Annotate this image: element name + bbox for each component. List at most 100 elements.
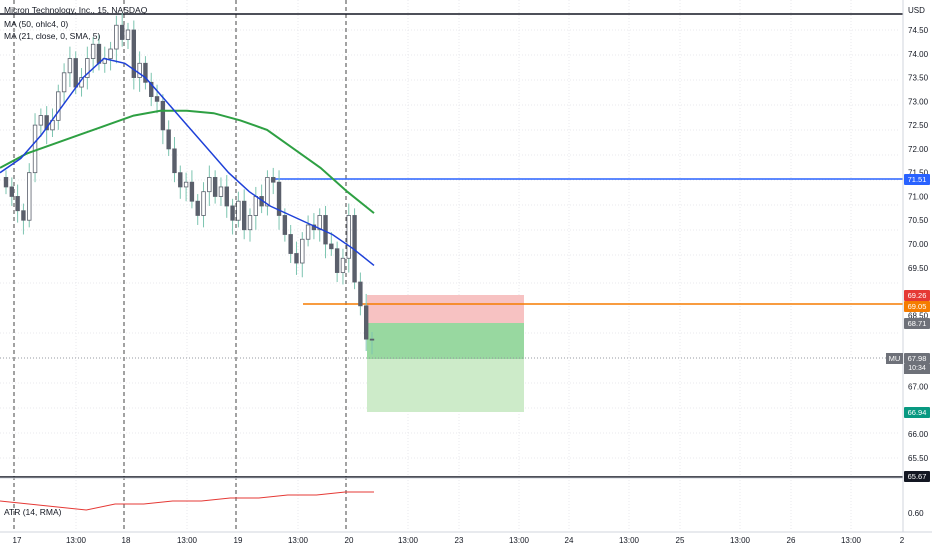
candle-body bbox=[32, 124, 38, 174]
price-tick-label: 73.50 bbox=[908, 74, 929, 83]
candle-body bbox=[44, 115, 49, 131]
countdown-tag: 10:34 bbox=[904, 364, 930, 374]
candle-body bbox=[334, 248, 340, 273]
price-tick-label: 74.00 bbox=[908, 50, 929, 59]
candle-body bbox=[73, 58, 78, 88]
candle-body bbox=[56, 91, 61, 121]
price-tick-label: 65.50 bbox=[908, 454, 929, 463]
time-tick-label: 23 bbox=[455, 536, 464, 545]
price-axis: 74.50 74.00 73.50 73.00 72.50 72.00 71.50 71.00… bbox=[908, 26, 929, 463]
symbol-tag: MU bbox=[886, 353, 903, 364]
time-tick-label: 13:00 bbox=[398, 536, 419, 545]
candle-body bbox=[189, 181, 195, 202]
candle-body bbox=[178, 172, 183, 188]
time-tick-label: 26 bbox=[787, 536, 796, 545]
atr-legend[interactable]: ATR (14, RMA) bbox=[4, 507, 62, 517]
price-tag-resistance: 71.51 bbox=[904, 174, 930, 185]
candle-body bbox=[358, 281, 363, 307]
price-tag-stop: 69.26 bbox=[904, 290, 930, 301]
session-separators bbox=[13, 0, 347, 530]
ma21-line bbox=[0, 57, 375, 266]
price-tick-label: 68.50 bbox=[908, 311, 929, 320]
candle-body bbox=[21, 210, 26, 221]
time-tick-label: 13:00 bbox=[841, 536, 862, 545]
candle-body bbox=[125, 29, 131, 40]
time-tick-label: 20 bbox=[345, 536, 354, 545]
time-tick-label: 17 bbox=[13, 536, 22, 545]
atr-tick: 0.60 bbox=[908, 509, 924, 518]
candle-body bbox=[160, 100, 166, 131]
target-zone bbox=[367, 323, 524, 359]
candle-body bbox=[317, 215, 322, 231]
candle-body bbox=[27, 172, 32, 221]
price-tick-label: 73.00 bbox=[908, 97, 929, 106]
candle-body bbox=[61, 72, 67, 93]
time-tick-label: 13:00 bbox=[730, 536, 751, 545]
candle-body bbox=[236, 200, 241, 221]
candle-body bbox=[363, 305, 369, 340]
candle-body bbox=[166, 129, 171, 150]
candle-body bbox=[3, 177, 9, 188]
price-tick-label: 72.50 bbox=[908, 121, 929, 130]
price-tick-label: 72.00 bbox=[908, 145, 929, 154]
ma50-line bbox=[0, 109, 375, 214]
time-axis: 17 13:00 18 13:00 19 13:00 20 13:00 23 13:00 24 13:… bbox=[13, 536, 905, 545]
candle-body bbox=[195, 200, 200, 216]
candle-body bbox=[137, 62, 142, 78]
candle-body bbox=[224, 186, 229, 207]
candle-body bbox=[201, 191, 206, 216]
currency-label[interactable]: USD bbox=[908, 6, 925, 15]
candle-body bbox=[67, 58, 73, 74]
time-tick-label: 19 bbox=[234, 536, 243, 545]
candle-body bbox=[143, 62, 148, 83]
candle-body bbox=[282, 215, 288, 235]
candle-body bbox=[90, 43, 96, 59]
candle-body bbox=[247, 215, 253, 231]
candle-body bbox=[96, 43, 102, 64]
candle-body bbox=[149, 81, 154, 97]
price-tag-target: 66.94 bbox=[904, 407, 930, 418]
candle-body bbox=[172, 148, 177, 174]
candle-body bbox=[329, 243, 334, 250]
ma21-legend[interactable]: MA (21, close, 0, SMA, 5) bbox=[4, 31, 101, 41]
price-tag-low: 65.67 bbox=[904, 471, 930, 482]
time-tick-label: 2 bbox=[900, 536, 905, 545]
time-tick-label: 13:00 bbox=[66, 536, 87, 545]
candle-body bbox=[207, 177, 212, 193]
candlesticks bbox=[3, 13, 375, 355]
price-tag-entry: 68.71 bbox=[904, 318, 930, 329]
candle-body bbox=[9, 186, 15, 197]
time-tick-label: 13:00 bbox=[177, 536, 198, 545]
candle-body bbox=[85, 58, 90, 78]
price-tag-current: 67.98 bbox=[904, 353, 930, 364]
candle-body bbox=[108, 48, 113, 59]
candle-body bbox=[119, 24, 125, 40]
price-tick-label: 69.50 bbox=[908, 264, 929, 273]
price-tick-label: 70.00 bbox=[908, 240, 929, 249]
candle-body bbox=[131, 29, 137, 78]
candle-body bbox=[218, 186, 224, 197]
candle-body bbox=[265, 177, 270, 207]
time-tick-label: 13:00 bbox=[288, 536, 309, 545]
candle-body bbox=[288, 234, 293, 254]
price-tick-label: 74.50 bbox=[908, 26, 929, 35]
candle-body bbox=[294, 253, 299, 264]
candle-body bbox=[241, 200, 247, 231]
price-tick-label: 71.50 bbox=[908, 169, 929, 178]
candle-body bbox=[154, 96, 160, 102]
candle-body bbox=[38, 115, 44, 126]
target-zone-extended bbox=[367, 359, 524, 412]
candle-body bbox=[230, 205, 235, 221]
candle-body bbox=[340, 257, 346, 273]
price-tag-support: 69.05 bbox=[904, 301, 930, 312]
time-tick-label: 18 bbox=[122, 536, 131, 545]
price-tick-label: 66.00 bbox=[908, 430, 929, 439]
chart-title: Micron Technology, Inc., 15, NASDAQ bbox=[4, 5, 148, 15]
ma50-legend[interactable]: MA (50, ohlc4, 0) bbox=[4, 19, 69, 29]
price-tick-label: 70.50 bbox=[908, 216, 929, 225]
candle-body bbox=[15, 196, 20, 212]
candle-body bbox=[212, 177, 218, 197]
candle-body bbox=[271, 177, 276, 183]
